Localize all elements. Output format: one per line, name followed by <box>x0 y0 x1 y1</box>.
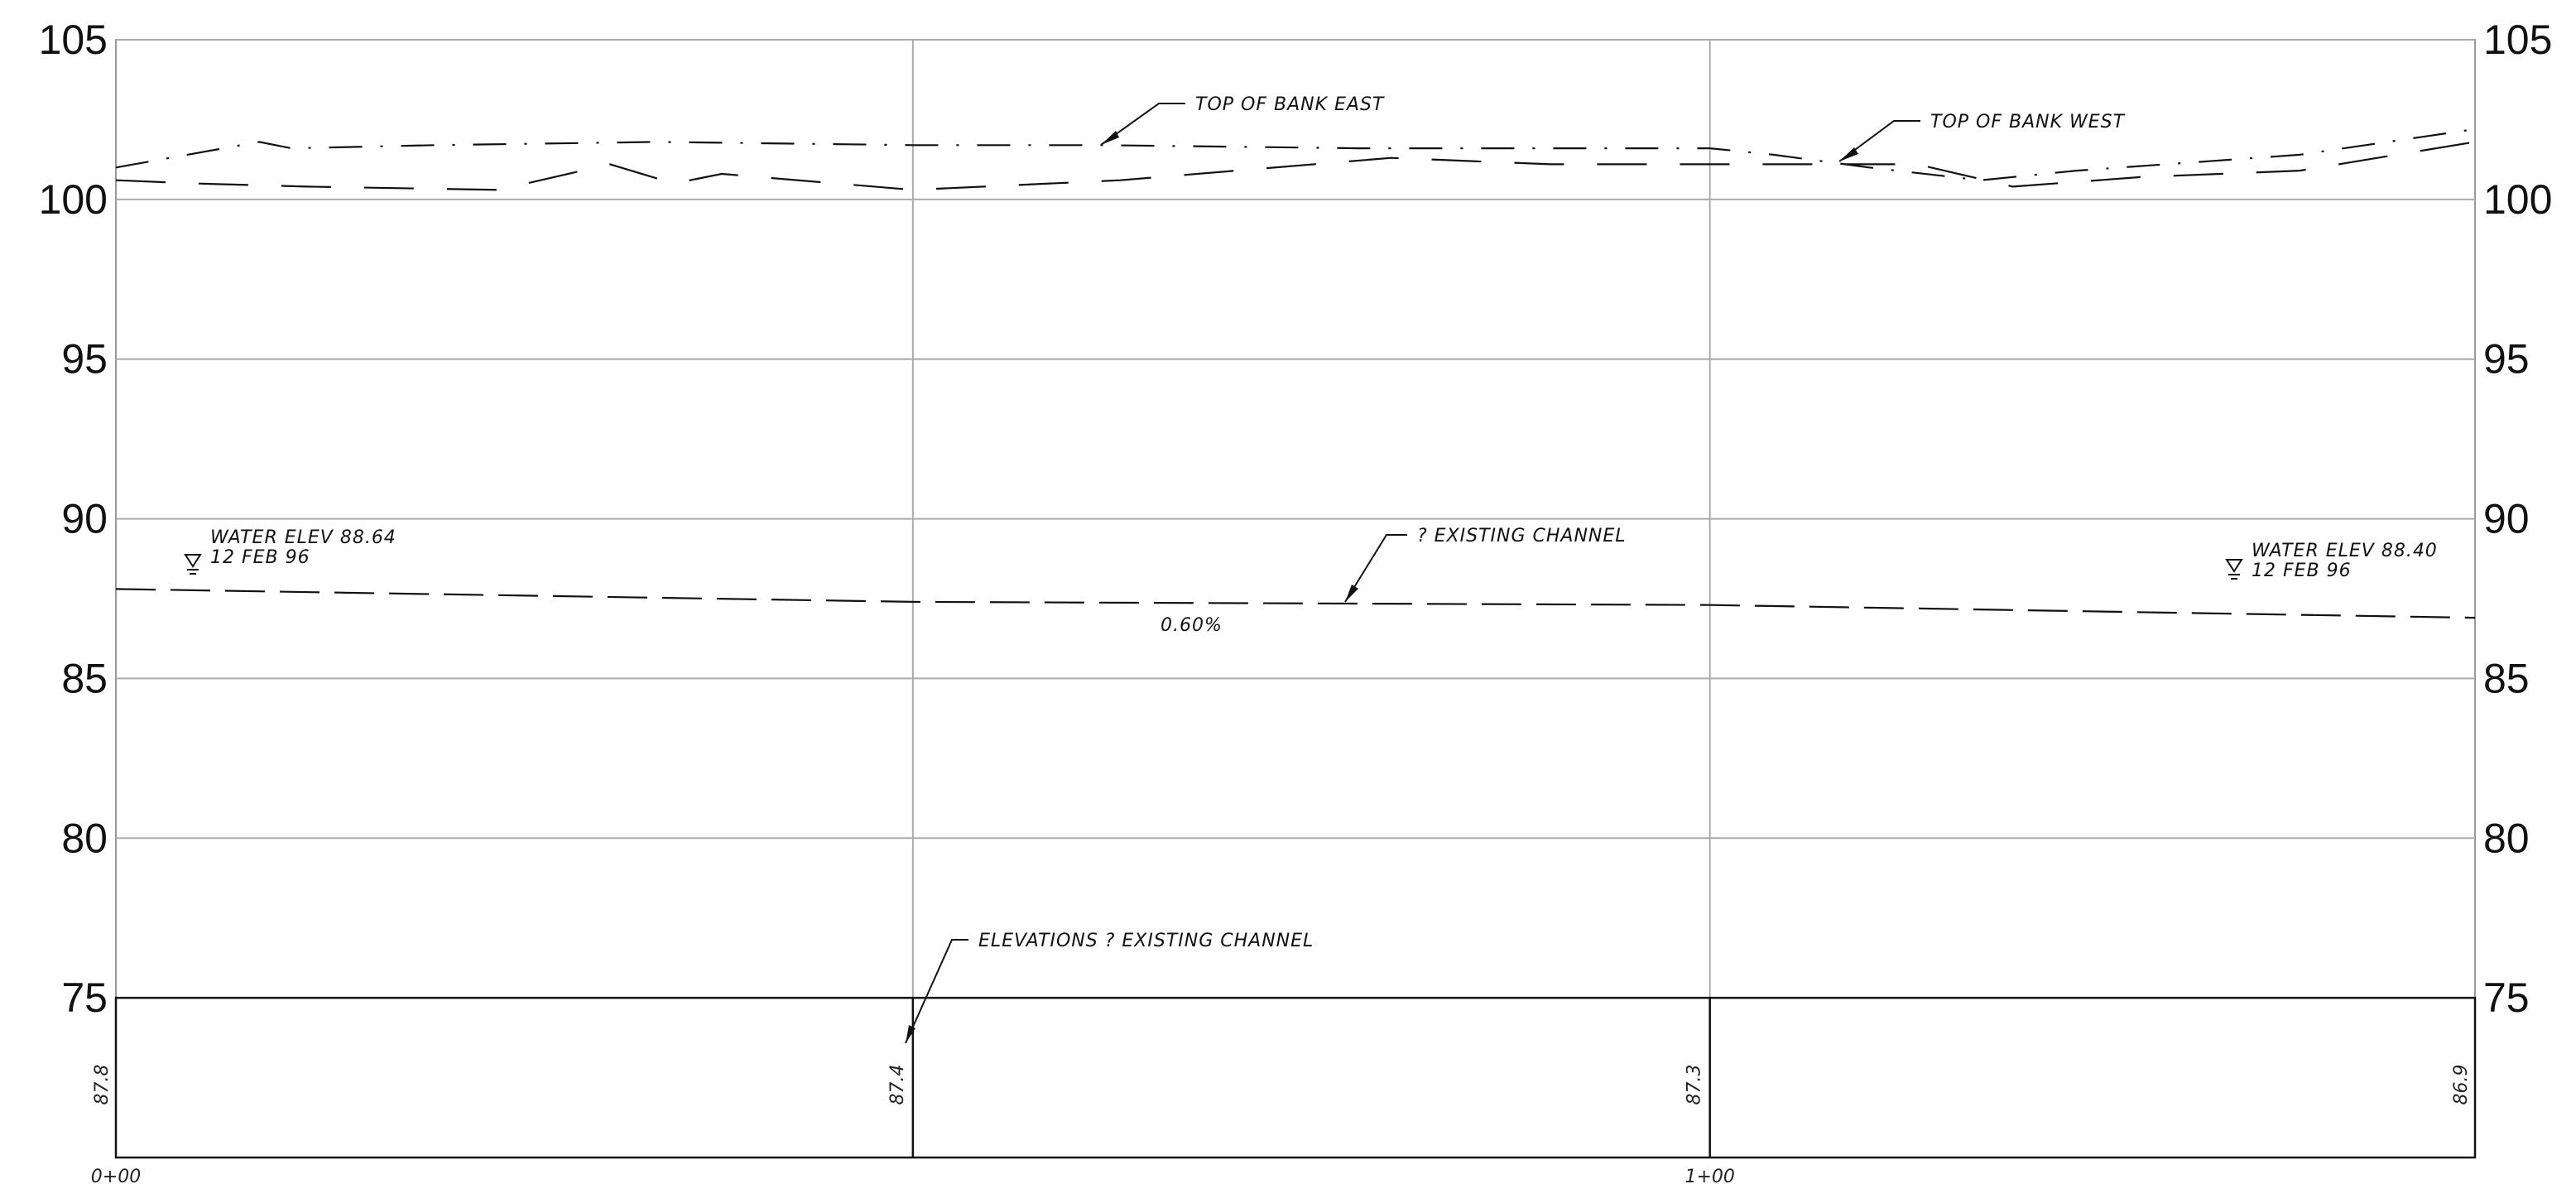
y-tick-right-85: 85 <box>2483 655 2530 701</box>
water-elev-right-line1: WATER ELEV 88.40 <box>2252 541 2438 561</box>
top-bank-east-label: TOP OF BANK EAST <box>1195 94 1385 115</box>
elevations-arrowhead <box>906 1025 916 1043</box>
elevations-label: ELEVATIONS ? EXISTING CHANNEL <box>978 931 1314 951</box>
y-tick-left-75: 75 <box>61 975 108 1021</box>
elevations-leader <box>905 939 968 1044</box>
annotations: TOP OF BANK EAST TOP OF BANK WEST ? EXIS… <box>184 94 2438 1044</box>
existing-channel-label: ? EXISTING CHANNEL <box>1417 526 1627 546</box>
y-tick-right-80: 80 <box>2483 815 2530 861</box>
plot-frame <box>115 39 2476 1158</box>
y-tick-left-105: 105 <box>39 17 108 63</box>
elevation-table: 87.8 87.4 87.3 86.9 <box>92 996 2477 1159</box>
y-tick-right-100: 100 <box>2483 176 2552 223</box>
y-tick-left-80: 80 <box>61 815 108 861</box>
station-label-1+00: 1+00 <box>1684 1167 1734 1184</box>
series-line-top-of-bank-west <box>115 141 2476 191</box>
existing-channel-arrowhead <box>1345 585 1358 602</box>
y-tick-left-85: 85 <box>61 655 108 701</box>
elevation-value-87.3: 87.3 <box>1684 1065 1705 1105</box>
existing-channel-leader <box>1344 534 1407 603</box>
y-tick-right-95: 95 <box>2483 336 2530 383</box>
y-tick-left-95: 95 <box>61 336 108 383</box>
water-level-icon-left <box>184 554 202 575</box>
y-tick-right-105: 105 <box>2483 17 2552 63</box>
top-bank-east-arrowhead <box>1101 131 1119 145</box>
water-elev-right-line2: 12 FEB 96 <box>2252 561 2352 581</box>
elevation-value-86.9: 86.9 <box>2451 1065 2472 1105</box>
y-tick-right-90: 90 <box>2483 496 2530 542</box>
top-bank-west-label: TOP OF BANK WEST <box>1930 112 2126 132</box>
y-tick-left-100: 100 <box>39 176 108 223</box>
slope-label: 0.60% <box>1161 615 1223 636</box>
series-line-existing-channel <box>115 588 2476 619</box>
water-elev-left-line1: WATER ELEV 88.64 <box>210 527 396 548</box>
elevation-value-87.8: 87.8 <box>92 1065 113 1105</box>
tick-labels: 75 75 80 80 85 85 90 90 95 95 100 100 105 105 0+00 1+00 <box>39 17 2553 1184</box>
water-level-icon-right <box>2225 559 2243 580</box>
y-tick-left-90: 90 <box>61 496 108 542</box>
series-layer <box>115 128 2476 619</box>
grid-layer <box>115 39 2476 1158</box>
station-label-0+00: 0+00 <box>91 1167 141 1184</box>
series-line-top-of-bank-east <box>115 128 2476 181</box>
elevation-table-box <box>114 996 2477 1159</box>
y-tick-right-75: 75 <box>2483 975 2530 1021</box>
elevation-value-87.4: 87.4 <box>887 1065 908 1105</box>
top-bank-west-leader <box>1838 120 1920 162</box>
water-elev-left-line2: 12 FEB 96 <box>210 547 310 568</box>
top-bank-east-leader <box>1100 103 1185 146</box>
top-bank-west-arrowhead <box>1839 147 1858 161</box>
